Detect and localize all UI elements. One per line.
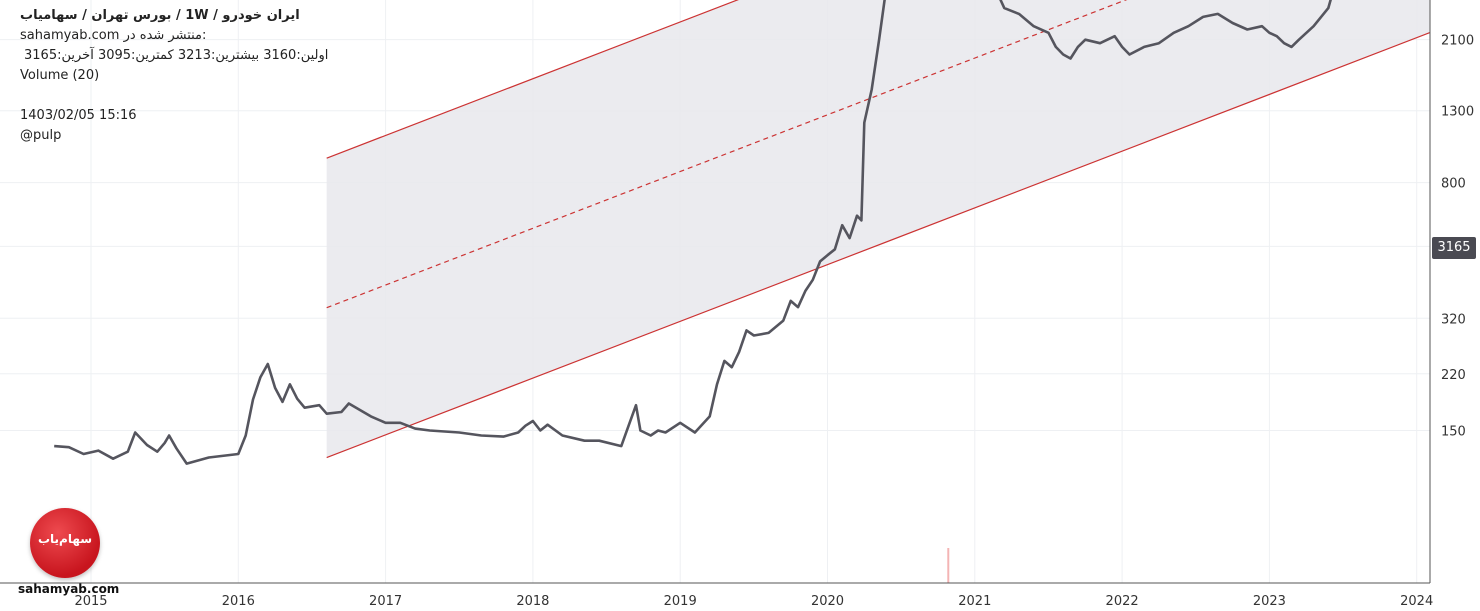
y-tick-label: 1300 [1441,105,1474,120]
published-row: sahamyab.com منتشر شده در: [20,26,206,46]
y-axis-panel [1430,0,1480,611]
watermark-site: sahamyab.com [18,582,120,596]
price-line [54,0,1452,465]
y-tick-label: 320 [1441,312,1466,327]
channel-lower-line [326,13,1479,459]
y-tick-label: 220 [1441,368,1466,383]
published-site[interactable]: sahamyab.com [20,28,120,43]
channel-upper-line [326,0,739,159]
x-tick-label: 2024 [1400,594,1433,609]
author-handle[interactable]: @pulp [20,128,62,143]
x-tick-label: 2018 [516,594,549,609]
x-tick-label: 2017 [369,594,402,609]
x-tick-label: 2023 [1253,594,1286,609]
x-tick-label: 2022 [1106,594,1139,609]
published-label: منتشر شده در: [123,28,207,43]
x-tick-label: 2015 [74,594,107,609]
x-axis-panel [0,583,1480,611]
y-tick-label: 150 [1441,425,1466,440]
x-tick-label: 2021 [958,594,991,609]
sahamyab-logo: سهام‌یاب [30,508,100,578]
x-tick-label: 2016 [222,594,255,609]
channel-fill [326,0,1479,458]
x-tick-label: 2019 [664,594,697,609]
publish-date: 1403/02/05 15:16 [20,108,137,123]
logo-text: سهام‌یاب [37,532,93,546]
x-tick-label: 2020 [811,594,844,609]
y-tick-label: 800 [1441,177,1466,192]
y-tick-label: 2100 [1441,34,1474,49]
ohlc-values: اولین:3160 بیشترین:3213 کمترین:3095 آخری… [24,48,329,63]
chart-title: ایران خودرو / 1W / بورس تهران / سهامیاب [20,8,300,23]
last-price-tag: 3165 [1432,237,1476,259]
volume-indicator-label[interactable]: Volume (20) [20,68,100,83]
